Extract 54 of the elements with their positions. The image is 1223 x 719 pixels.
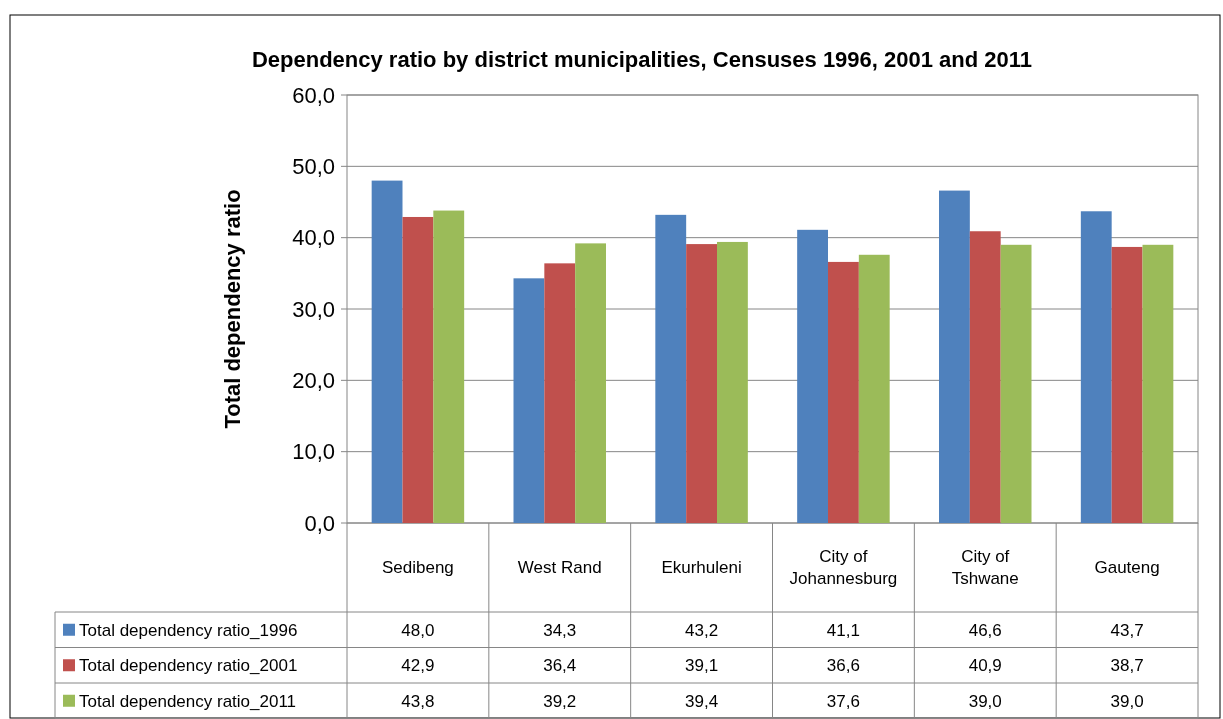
data-label: 39,2 bbox=[543, 691, 577, 711]
y-tick-label: 40,0 bbox=[292, 225, 335, 251]
x-tick-label: Sedibeng bbox=[381, 558, 454, 578]
data-label: 39,4 bbox=[685, 691, 719, 711]
data-label: 43,2 bbox=[685, 620, 719, 640]
data-label: 40,9 bbox=[968, 656, 1002, 676]
bar bbox=[858, 254, 890, 523]
bar bbox=[371, 180, 403, 523]
legend-label: Total dependency ratio_2011 bbox=[79, 691, 297, 711]
bar bbox=[686, 244, 717, 523]
data-label: 43,7 bbox=[1110, 620, 1144, 640]
bar bbox=[717, 241, 748, 523]
bar bbox=[1142, 244, 1174, 523]
legend-label: Total dependency ratio_1996 bbox=[79, 620, 298, 640]
y-axis-title: Total dependency ratio bbox=[220, 189, 245, 429]
data-label: 42,9 bbox=[401, 656, 435, 676]
y-tick-label: 50,0 bbox=[292, 154, 335, 180]
y-tick-label: 20,0 bbox=[292, 368, 335, 394]
x-tick-label: City of Tshwane bbox=[951, 547, 1019, 589]
bar bbox=[1111, 246, 1143, 523]
legend-label: Total dependency ratio_2001 bbox=[79, 656, 298, 676]
data-label: 46,6 bbox=[968, 620, 1002, 640]
data-label: 48,0 bbox=[401, 620, 435, 640]
data-label: 43,8 bbox=[401, 691, 435, 711]
bar bbox=[969, 231, 1001, 523]
bar bbox=[655, 214, 687, 523]
bar bbox=[433, 210, 465, 523]
y-tick-label: 10,0 bbox=[292, 439, 335, 465]
data-label: 39,1 bbox=[685, 656, 719, 676]
y-tick-label: 0,0 bbox=[304, 510, 335, 536]
bar bbox=[575, 243, 606, 523]
chart-title: Dependency ratio by district municipalities, Censuses 1996, 2001 and 2011 bbox=[251, 47, 1033, 72]
bar bbox=[939, 190, 970, 523]
bar bbox=[1080, 211, 1112, 523]
data-label: 37,6 bbox=[826, 691, 860, 711]
y-tick-label: 60,0 bbox=[292, 82, 335, 108]
bar bbox=[544, 263, 576, 523]
data-label: 36,4 bbox=[543, 656, 577, 676]
x-tick-label: West Rand bbox=[517, 558, 602, 578]
bar bbox=[402, 216, 434, 523]
data-label: 39,0 bbox=[968, 691, 1002, 711]
data-label: 41,1 bbox=[826, 620, 860, 640]
x-tick-label: Gauteng bbox=[1094, 558, 1160, 578]
x-tick-label: City of Johannesburg bbox=[789, 547, 898, 589]
bar bbox=[513, 278, 545, 523]
data-label: 38,7 bbox=[1110, 656, 1144, 676]
bar bbox=[828, 261, 859, 523]
bar bbox=[797, 229, 828, 523]
data-label: 34,3 bbox=[543, 620, 577, 640]
x-tick-label: Ekurhuleni bbox=[661, 558, 742, 578]
data-label: 36,6 bbox=[826, 656, 860, 676]
data-label: 39,0 bbox=[1110, 691, 1144, 711]
bar bbox=[1000, 244, 1032, 523]
y-tick-label: 30,0 bbox=[292, 296, 335, 322]
